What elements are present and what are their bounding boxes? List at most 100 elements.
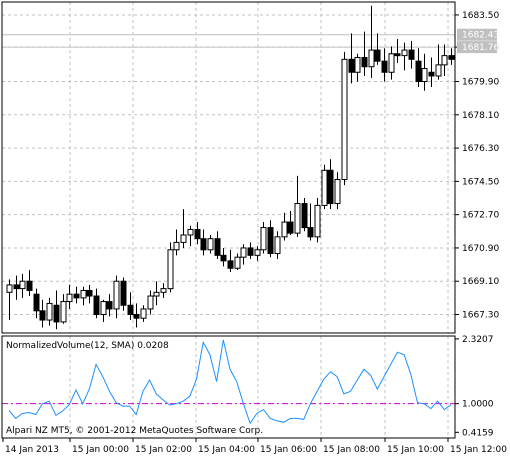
candle-body-bull [19,280,26,290]
candle-body-bear [307,227,314,238]
candle-body-bull [368,49,375,68]
candle [441,44,448,76]
candle [180,209,187,248]
candle-body-bull [421,68,428,83]
candle-body-bull [147,295,154,310]
candle [93,288,100,319]
candle [227,249,234,272]
indicator-pane[interactable]: NormalizedVolume(12, SMA) 0.0208 Alpari … [1,335,456,439]
candle [260,222,267,254]
candle-body-bull [401,49,408,57]
normalized-volume-line [8,339,452,425]
candle-body-bull [46,302,53,321]
candle-body-bear [26,280,33,291]
candle [106,294,113,317]
indicator-pane-frame [1,335,456,439]
candle-body-bull [180,234,187,243]
candle [368,5,375,78]
time-axis[interactable]: 14 Jan 2013 15 Jan 00:00 15 Jan 02:00 15 Ja… [2,438,507,455]
candle-body-bull [60,301,67,323]
candle [19,273,26,298]
candle-body-bear [33,293,40,312]
candle [287,210,294,235]
price-axis[interactable]: 1683.50 1681.76 1679.90 1678.10 1676.30 1674.… [455,11,499,321]
candle [448,48,455,65]
candle [173,229,180,256]
price-pane[interactable] [1,1,456,334]
candle [207,234,214,254]
candle-body-bear [247,247,254,256]
price-axis-label: 1670.90 [462,244,499,254]
candle-body-bull [153,291,160,297]
candle-body-bear [428,71,435,77]
candle-body-bear [53,304,60,323]
candle [435,44,442,80]
candle-body-bear [374,49,381,62]
candle-body-bull [388,53,395,73]
price-axis-label: 1679.90 [462,78,499,88]
indicator-axis[interactable]: 2.3207 1.0000 0.4159 [455,335,494,438]
candle [100,299,107,322]
candle-body-bear [120,280,127,306]
candle-body-bear [348,58,355,73]
candle-body-bear [214,238,221,256]
candle [214,231,221,260]
time-axis-label: 15 Jan 04:00 [198,445,255,455]
candle-body-bull [321,169,328,206]
candle-body-bear [287,221,294,234]
price-axis-label: 1674.50 [462,177,499,187]
candle [307,203,314,241]
candle-body-bull [314,204,321,238]
candle-body-bull [281,221,288,238]
candle-body-bear [93,295,100,316]
candle [6,279,13,321]
candle-body-bull [140,308,147,319]
candle [60,294,67,324]
watermark-text: Alpari NZ MT5, © 2001-2012 MetaQuotes So… [6,426,263,436]
candle [73,286,80,304]
candle [46,297,53,326]
candle-body-bear [133,314,140,319]
candle-body-bear [39,310,46,321]
candle-body-bear [106,301,113,310]
candle-body-bear [267,227,274,254]
candle [374,33,381,65]
candle-body-bear [381,60,388,73]
candles [6,5,455,330]
candle [160,283,167,298]
time-axis-label: 15 Jan 02:00 [135,445,192,455]
candle [408,40,415,69]
price-axis-label: 1672.70 [462,211,499,221]
candle [127,292,134,321]
candle-body-bull [234,256,241,269]
candle [388,46,395,80]
time-axis-label: 15 Jan 10:00 [387,445,444,455]
candle-body-bull [160,288,167,293]
candle-body-bull [6,284,13,293]
indicator-title: NormalizedVolume(12, SMA) 0.0208 [6,341,169,351]
candle [247,242,254,260]
candle [274,231,281,260]
candle [421,53,428,91]
time-axis-label: 15 Jan 08:00 [323,445,380,455]
candle-body-bear [327,169,334,205]
candle [13,275,20,300]
candle [147,290,154,315]
candle [341,51,348,186]
candle-body-bull [441,55,448,66]
candle [167,242,174,293]
candle [294,175,301,237]
candle-body-bull [187,228,194,236]
candle-body-bear [127,304,134,316]
candle [234,253,241,271]
candle [200,229,207,256]
candle [428,57,435,88]
candle-body-bull [354,56,361,73]
candle [334,172,341,210]
price-axis-label: 1676.30 [462,144,499,154]
candle-body-bear [408,49,415,60]
candle-body-bull [341,58,348,181]
candle [220,247,227,267]
price-axis-label: 1678.10 [462,111,499,121]
candle-body-bear [86,289,93,297]
